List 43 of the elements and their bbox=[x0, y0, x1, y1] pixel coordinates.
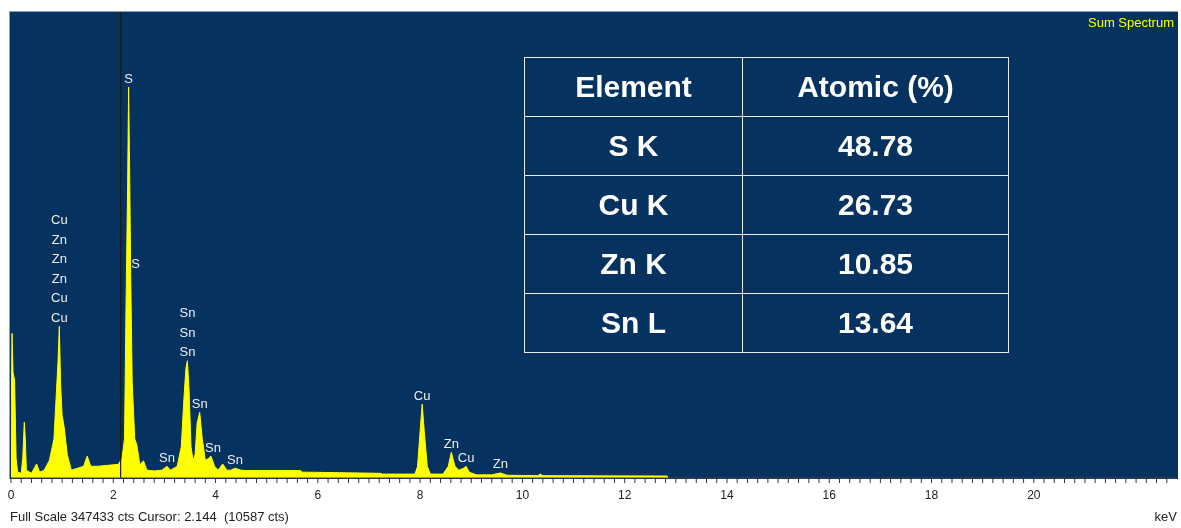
x-tick-label: 2 bbox=[109, 487, 117, 502]
category-label: Zn K bbox=[524, 234, 743, 294]
annotation: Zn bbox=[492, 456, 508, 472]
annotation: S bbox=[131, 256, 141, 272]
annotation: Cu bbox=[457, 449, 475, 465]
annotation: Cu bbox=[51, 212, 68, 228]
annotation: Zn bbox=[51, 231, 67, 247]
x-tick-label: 18 bbox=[924, 487, 939, 502]
annotation: Sn bbox=[159, 449, 175, 465]
annotation: Zn bbox=[51, 251, 67, 267]
data-label: 13.64 bbox=[742, 293, 1009, 353]
annotation: Sn bbox=[205, 439, 221, 455]
x-tick-label: 10 bbox=[515, 487, 530, 502]
annotation: Cu bbox=[51, 309, 68, 325]
data-label: 26.73 bbox=[742, 175, 1009, 235]
annotation: Sn bbox=[191, 395, 208, 411]
annotation: Cu bbox=[51, 290, 68, 306]
x-tick-label: 4 bbox=[212, 487, 220, 502]
category-label: Sn L bbox=[524, 293, 743, 353]
annotation: Sn bbox=[179, 305, 196, 321]
x-tick-label: 16 bbox=[822, 487, 837, 502]
annotation: Zn bbox=[443, 435, 459, 451]
annotation: Sn bbox=[227, 451, 243, 467]
annotation: S bbox=[124, 70, 134, 86]
data-label: 48.78 bbox=[742, 116, 1009, 176]
text: Atomic (%) bbox=[742, 57, 1009, 117]
category-label: Cu K bbox=[524, 175, 743, 235]
text: Sum Spectrum bbox=[1088, 15, 1174, 30]
annotation: Sn bbox=[179, 344, 196, 360]
x-axis-title: keV bbox=[1154, 509, 1177, 524]
text: Full Scale 347433 cts Cursor: 2.144 (10587 cts) bbox=[10, 509, 289, 524]
annotation: Zn bbox=[51, 270, 67, 286]
x-tick-label: 20 bbox=[1027, 487, 1041, 502]
x-tick-label: 12 bbox=[618, 487, 632, 502]
x-tick-label: 8 bbox=[416, 487, 424, 502]
data-label: 10.85 bbox=[742, 234, 1009, 294]
x-tick-label: 0 bbox=[7, 487, 15, 502]
annotation: Sn bbox=[179, 324, 196, 340]
x-tick-label: 6 bbox=[314, 487, 322, 502]
category-label: S K bbox=[524, 116, 743, 176]
annotation: Cu bbox=[413, 387, 431, 403]
x-tick-label: 14 bbox=[720, 487, 734, 502]
text: Element bbox=[524, 57, 743, 117]
